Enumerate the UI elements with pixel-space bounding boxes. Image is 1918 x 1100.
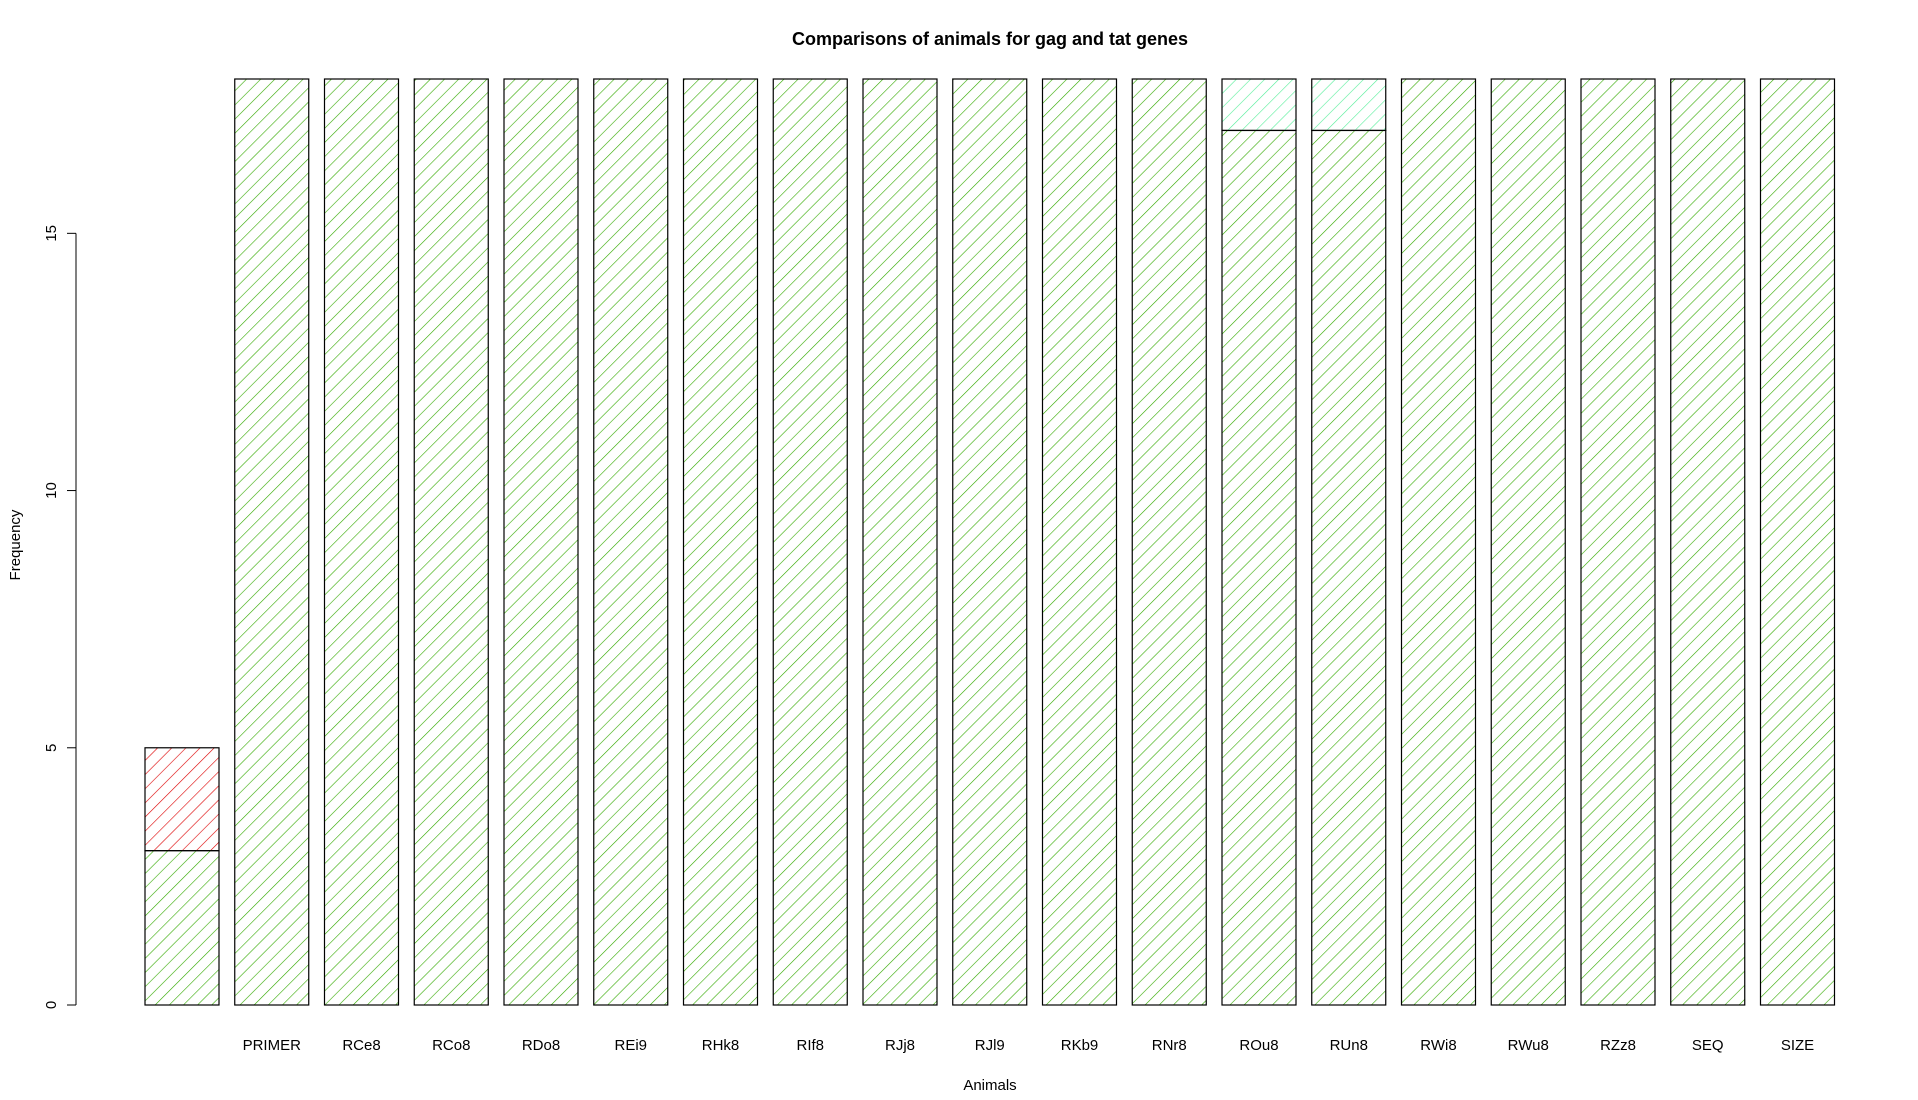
bar-segment-bottom	[1490, 78, 1566, 1006]
x-tick-label: RCo8	[432, 1037, 470, 1054]
bar-segment-bottom	[1670, 78, 1746, 1006]
x-tick-label: RIf8	[796, 1037, 824, 1054]
x-tick-label: RHk8	[702, 1037, 740, 1054]
y-tick-label: 5	[43, 744, 60, 752]
y-tick-label: 0	[43, 1001, 60, 1009]
x-tick-label: RJl9	[975, 1037, 1005, 1054]
x-tick-label: RUn8	[1330, 1037, 1368, 1054]
bar-segment-bottom	[1400, 78, 1477, 1006]
bar-segment-bottom	[413, 78, 489, 1006]
bar-segment-bottom	[503, 78, 579, 1006]
x-tick-label: SEQ	[1692, 1037, 1724, 1054]
x-tick-label: RCe8	[342, 1037, 380, 1054]
bar-segment-top	[1221, 78, 1297, 132]
x-tick-labels: PRIMER RCe8 RCo8 RDo8 REi9 RHk8 RIf8 RJj8 RJl9 RK…	[243, 1037, 1815, 1054]
x-tick-label: RKb9	[1061, 1037, 1099, 1054]
x-tick-label: RJj8	[885, 1037, 915, 1054]
x-tick-label: RZz8	[1600, 1037, 1636, 1054]
x-tick-label: REi9	[614, 1037, 647, 1054]
bar-segment-bottom	[952, 78, 1028, 1006]
bars-group	[144, 78, 1836, 1006]
bar-segment-bottom	[144, 850, 220, 1006]
x-tick-label: RWu8	[1508, 1037, 1549, 1054]
x-tick-label: RDo8	[522, 1037, 560, 1054]
chart-title: Comparisons of animals for gag and tat g…	[792, 29, 1188, 49]
bar-segment-bottom	[1041, 78, 1118, 1006]
bar-segment-bottom	[1311, 129, 1387, 1006]
x-axis-label: Animals	[963, 1077, 1016, 1094]
bar-segment-top	[144, 747, 220, 852]
bar-segment-bottom	[1759, 78, 1836, 1006]
bar-segment-bottom	[1221, 129, 1297, 1006]
y-tick-label: 15	[43, 225, 60, 242]
y-tick-label: 10	[43, 482, 60, 499]
bar-segment-bottom	[593, 78, 669, 1006]
y-axis-label: Frequency	[7, 509, 24, 580]
x-tick-label: SIZE	[1781, 1037, 1814, 1054]
bar-segment-bottom	[323, 78, 400, 1006]
bar-segment-bottom	[1580, 78, 1656, 1006]
y-axis: 0 5 10 15	[43, 225, 77, 1009]
bar-segment-top	[1311, 78, 1387, 132]
x-tick-label: ROu8	[1239, 1037, 1278, 1054]
x-tick-label: RWi8	[1420, 1037, 1456, 1054]
x-tick-label: PRIMER	[243, 1037, 302, 1054]
bar-segment-bottom	[862, 78, 938, 1006]
bar-segment-bottom	[682, 78, 759, 1006]
x-tick-label: RNr8	[1152, 1037, 1187, 1054]
bar-segment-bottom	[234, 78, 310, 1006]
bar-segment-bottom	[772, 78, 848, 1006]
bar-segment-bottom	[1131, 78, 1207, 1006]
